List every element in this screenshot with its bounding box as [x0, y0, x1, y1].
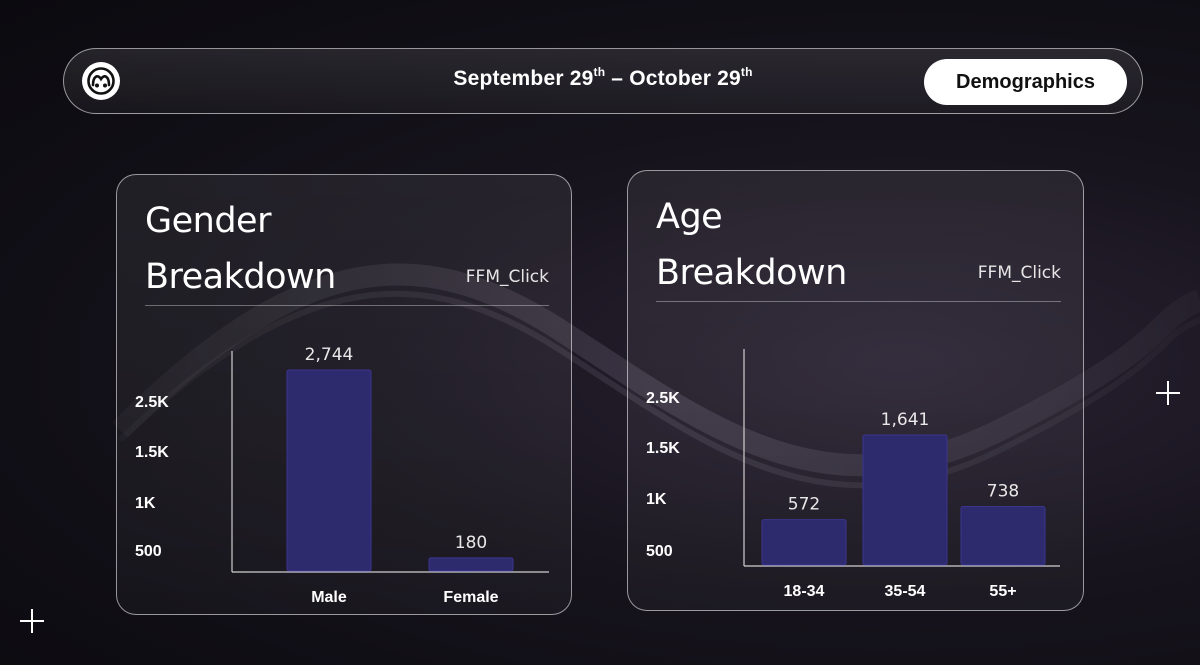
data-label: 572 — [788, 495, 820, 515]
data-label: 2,744 — [305, 345, 354, 365]
data-label: 1,641 — [881, 410, 930, 430]
bar-female — [428, 557, 514, 572]
x-tick-label: 35-54 — [885, 583, 926, 600]
y-tick-label: 1K — [135, 495, 156, 512]
x-tick-label: 18-34 — [784, 583, 825, 600]
card-title-line1: Gender — [145, 201, 271, 241]
data-label: 738 — [987, 482, 1019, 502]
y-tick-label: 500 — [135, 543, 162, 560]
x-tick-label: Male — [311, 589, 347, 606]
demographics-button[interactable]: Demographics — [924, 59, 1127, 105]
date-range: September 29th – October 29th — [453, 65, 753, 90]
y-tick-label: 1K — [646, 491, 667, 508]
gender-bar-chart: 2,744 Male 180 Female — [231, 345, 549, 606]
y-tick-label: 1.5K — [135, 444, 169, 461]
y-tick-label: 2.5K — [135, 394, 169, 411]
plus-sparkle-icon — [1156, 381, 1180, 405]
header-bar: September 29th – October 29th Demographi… — [63, 48, 1143, 114]
card-subtitle: FFM_Click — [465, 267, 549, 287]
y-tick-label: 1.5K — [646, 440, 680, 457]
data-label: 180 — [455, 533, 487, 553]
card-title-line2: Breakdown — [145, 257, 336, 297]
brand-logo-icon[interactable] — [82, 62, 120, 100]
card-subtitle: FFM_Click — [977, 263, 1061, 283]
bar-18-34 — [761, 519, 847, 566]
bar-55+ — [960, 506, 1046, 566]
divider — [656, 301, 1061, 302]
age-bar-chart: 572 18-34 1,641 35-54 738 55+ — [743, 349, 1060, 600]
card-title: Age Breakdown — [656, 189, 847, 301]
card-title-line1: Age — [656, 197, 723, 237]
card-title-line2: Breakdown — [656, 253, 847, 293]
x-tick-label: 55+ — [989, 583, 1016, 600]
bar-male — [286, 369, 372, 572]
y-tick-label: 500 — [646, 543, 673, 560]
card-title: Gender Breakdown — [145, 193, 336, 305]
age-breakdown-card: Age Breakdown FFM_Click 2.5K 1.5K 1K 500… — [627, 170, 1084, 611]
y-tick-label: 2.5K — [646, 390, 680, 407]
plus-sparkle-icon — [20, 609, 44, 633]
divider — [145, 305, 549, 306]
bar-35-54 — [862, 434, 948, 566]
x-tick-label: Female — [443, 589, 498, 606]
gender-breakdown-card: Gender Breakdown FFM_Click 2.5K 1.5K 1K … — [116, 174, 572, 615]
